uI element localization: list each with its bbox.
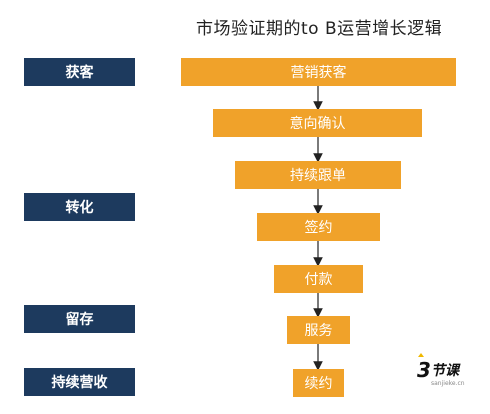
svg-text:节课: 节课 bbox=[431, 362, 461, 379]
diagram-title: 市场验证期的to B运营增长逻辑 bbox=[196, 19, 443, 39]
sanjieke-logo-icon: 3 节课 sanjieke.cn bbox=[417, 353, 465, 387]
step-renewal: 续约 bbox=[293, 369, 344, 397]
step-payment: 付款 bbox=[274, 265, 363, 293]
step-marketing: 营销获客 bbox=[181, 58, 456, 86]
stage-acquisition: 获客 bbox=[24, 58, 135, 86]
step-followup: 持续跟单 bbox=[235, 161, 401, 189]
svg-text:3: 3 bbox=[417, 358, 431, 382]
stage-revenue: 持续营收 bbox=[24, 368, 135, 396]
step-contract: 签约 bbox=[257, 213, 380, 241]
step-service: 服务 bbox=[287, 316, 350, 344]
stage-retention: 留存 bbox=[24, 305, 135, 333]
stage-conversion: 转化 bbox=[24, 193, 135, 221]
svg-text:sanjieke.cn: sanjieke.cn bbox=[431, 380, 465, 387]
step-intent: 意向确认 bbox=[213, 109, 422, 137]
